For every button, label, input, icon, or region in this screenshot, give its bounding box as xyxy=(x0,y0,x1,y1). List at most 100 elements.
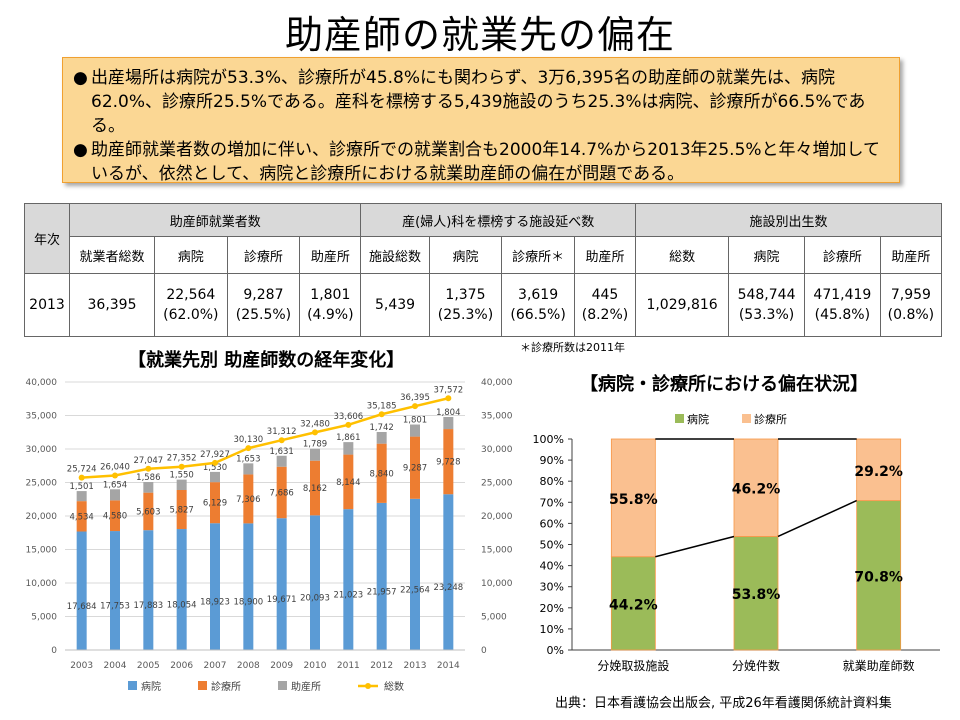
x-tick-label: 分娩取扱施設 xyxy=(597,658,669,673)
column-header: 病院 xyxy=(728,236,805,274)
bar-clinic xyxy=(110,500,120,532)
legend-label: 病院 xyxy=(141,680,161,693)
data-label-midwifery: 1,801 xyxy=(403,416,427,426)
total-point xyxy=(112,472,118,479)
bar-hospital xyxy=(210,523,220,650)
y-tick-label: 10% xyxy=(540,623,564,636)
data-label-clinic: 7,686 xyxy=(269,488,293,498)
legend-marker-total xyxy=(365,683,371,689)
data-label-midwifery: 1,586 xyxy=(136,473,160,483)
data-label-total: 31,312 xyxy=(267,427,297,437)
y-tick-label-right: 20,000 xyxy=(481,512,513,522)
table-footnote: ＊診療所数は2011年 xyxy=(520,341,625,354)
data-label-midwifery: 1,789 xyxy=(303,440,327,450)
data-label-hospital: 70.8% xyxy=(854,569,903,585)
legend-swatch xyxy=(742,414,751,423)
bar-clinic xyxy=(610,438,656,558)
data-label-hospital: 21,023 xyxy=(333,591,363,601)
bar-midwifery xyxy=(343,442,354,455)
x-tick-label: 2003 xyxy=(70,661,93,671)
bar-clinic xyxy=(733,438,779,537)
y-tick-label: 0% xyxy=(547,644,564,657)
bar-clinic xyxy=(243,474,254,524)
bar-clinic xyxy=(343,454,354,510)
y-tick-label: 60% xyxy=(540,517,564,530)
y-tick-label-right: 0 xyxy=(481,646,487,656)
data-label-hospital: 18,900 xyxy=(233,598,263,608)
bar-hospital xyxy=(610,556,656,651)
total-point xyxy=(178,463,185,470)
data-label-hospital: 18,054 xyxy=(167,601,197,611)
y-tick-label-left: 25,000 xyxy=(26,479,58,489)
table-cell: 5,439 xyxy=(360,273,430,337)
x-tick-label: 2010 xyxy=(304,661,327,671)
y-tick-label: 100% xyxy=(533,433,564,446)
total-point xyxy=(245,445,252,452)
group-header: 助産師就業者数 xyxy=(68,203,362,237)
bar-hospital xyxy=(443,494,454,650)
bullet-icon: ● xyxy=(73,68,88,88)
y-tick-label: 20% xyxy=(540,602,564,615)
data-label-hospital: 20,093 xyxy=(300,594,330,604)
y-tick-label: 50% xyxy=(540,539,564,552)
bar-clinic xyxy=(210,482,220,524)
table-cell: 548,744 (53.3%) xyxy=(728,273,805,337)
bar-hospital xyxy=(310,515,320,650)
bar-midwifery xyxy=(110,489,120,501)
table-cell: 22,564 (62.0%) xyxy=(154,273,228,337)
y-tick-label-right: 5,000 xyxy=(481,613,507,623)
y-tick-label-right: 35,000 xyxy=(481,412,513,422)
legend-label: 診療所 xyxy=(211,680,241,693)
total-point xyxy=(378,411,385,418)
bar-hospital xyxy=(376,502,387,650)
data-label-clinic: 29.2% xyxy=(854,464,903,480)
bar-midwifery xyxy=(210,471,220,483)
data-label-total: 27,927 xyxy=(200,450,230,460)
x-tick-label: 2008 xyxy=(237,661,260,671)
data-label-total: 26,040 xyxy=(100,463,130,473)
legend-swatch xyxy=(128,681,137,690)
legend-label: 診療所 xyxy=(754,412,787,426)
total-line xyxy=(81,397,449,479)
legend-label: 病院 xyxy=(687,412,709,426)
data-label-clinic: 6,129 xyxy=(203,499,227,509)
data-label-total: 27,352 xyxy=(167,454,197,464)
bar-clinic xyxy=(143,492,154,531)
y-tick-label: 70% xyxy=(540,496,564,509)
series-connector-line xyxy=(777,499,857,538)
y-tick-label-right: 30,000 xyxy=(481,445,513,455)
total-point xyxy=(212,459,218,466)
y-tick-label-left: 0 xyxy=(51,646,57,656)
x-tick-label: 2012 xyxy=(370,661,393,671)
summary-item: ● 出産場所は病院が53.3%、診療所が45.8%にも関わらず、3万6,395名… xyxy=(73,66,889,138)
bar-hospital xyxy=(76,531,87,650)
bar-midwifery xyxy=(376,431,387,444)
y-tick-label-left: 35,000 xyxy=(26,412,58,422)
year-cell: 2013 xyxy=(24,273,70,337)
table-cell: 7,959 (0.8%) xyxy=(879,273,943,337)
data-label-clinic: 5,827 xyxy=(169,506,193,516)
bar-midwifery xyxy=(410,424,420,437)
x-tick-label: 2004 xyxy=(104,661,127,671)
data-label-hospital: 21,957 xyxy=(367,587,397,597)
column-header: 診療所 xyxy=(226,236,301,274)
data-label-midwifery: 1,631 xyxy=(269,447,293,457)
y-tick-label: 80% xyxy=(540,475,564,488)
y-tick-label-left: 5,000 xyxy=(31,613,57,623)
total-point xyxy=(445,395,452,402)
data-label-clinic: 55.8% xyxy=(609,492,658,508)
column-header: 就業者総数 xyxy=(69,236,155,274)
y-tick-label: 90% xyxy=(540,454,564,467)
series-connector-line xyxy=(655,535,735,558)
data-label-midwifery: 1,804 xyxy=(436,408,460,418)
bar-hospital xyxy=(110,531,120,650)
data-label-total: 35,185 xyxy=(367,401,397,411)
x-tick-label: 2014 xyxy=(437,661,460,671)
summary-text: 助産師就業者数の増加に伴い、診療所での就業割合も2000年14.7%から2013… xyxy=(91,140,881,184)
total-point xyxy=(78,474,85,481)
bar-hospital xyxy=(733,536,779,651)
bar-clinic xyxy=(410,436,420,499)
data-label-midwifery: 1,530 xyxy=(203,463,227,473)
bar-clinic xyxy=(443,429,454,495)
data-label-clinic: 4,580 xyxy=(103,512,127,522)
